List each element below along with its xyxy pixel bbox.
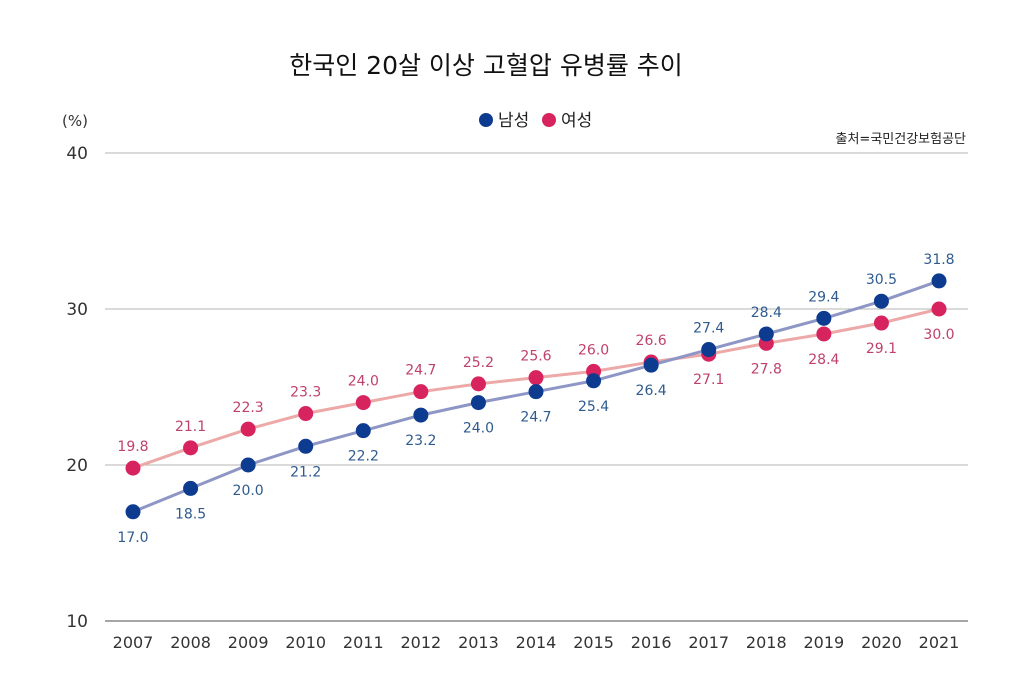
data-point-male [413, 407, 429, 423]
data-point-female [240, 421, 256, 437]
data-label-female: 26.0 [578, 342, 609, 358]
x-tick-label: 2010 [285, 633, 326, 652]
data-label-male: 28.4 [751, 305, 782, 321]
data-point-female [125, 460, 141, 476]
data-point-male [125, 504, 141, 520]
data-label-female: 27.8 [751, 361, 782, 377]
data-label-male: 26.4 [636, 383, 667, 399]
chart-title: 한국인 20살 이상 고혈압 유병률 추이 [289, 51, 683, 80]
data-label-male: 22.2 [348, 449, 379, 465]
data-points [125, 273, 947, 520]
x-tick-label: 2014 [516, 633, 557, 652]
y-tick-label: 30 [66, 300, 88, 320]
data-label-male: 29.4 [808, 289, 839, 305]
y-tick-label: 40 [66, 144, 88, 164]
data-label-female: 30.0 [923, 327, 954, 343]
data-label-male: 23.2 [405, 433, 436, 449]
x-tick-label: 2011 [343, 633, 384, 652]
data-label-female: 25.6 [520, 349, 551, 365]
data-label-male: 30.5 [866, 272, 897, 288]
y-unit-label: (%) [62, 112, 88, 130]
data-point-male [470, 395, 486, 411]
data-point-male [758, 326, 774, 342]
data-point-male [873, 293, 889, 309]
data-point-male [931, 273, 947, 289]
data-label-female: 29.1 [866, 341, 897, 357]
source-note: 출처=국민건강보험공단 [836, 132, 967, 147]
data-point-female [470, 376, 486, 392]
data-label-female: 28.4 [808, 352, 839, 368]
x-tick-label: 2017 [688, 633, 729, 652]
data-label-female: 19.8 [117, 439, 148, 455]
data-label-female: 24.0 [348, 374, 379, 390]
data-label-female: 24.7 [405, 363, 436, 379]
data-point-male [240, 457, 256, 473]
data-label-female: 21.1 [175, 419, 206, 435]
x-tick-label: 2007 [113, 633, 154, 652]
data-point-male [586, 373, 602, 389]
data-point-male [183, 480, 199, 496]
data-label-male: 27.4 [693, 321, 724, 337]
data-point-female [528, 370, 544, 386]
x-axis-ticks: 2007 2008 2009 2010 2011 2012 2013 2014 2015 2016… [113, 633, 960, 652]
data-labels: 17.0 19.8 18.5 21.1 20.0 22.3 21.2 23.3 22.2 24.0… [117, 252, 954, 546]
data-point-male [528, 384, 544, 400]
x-tick-label: 2019 [803, 633, 844, 652]
data-label-female: 23.3 [290, 385, 321, 401]
data-point-female [413, 384, 429, 400]
legend: 남성 여성 [479, 111, 592, 131]
legend-swatch-male [479, 113, 493, 127]
legend-swatch-female [542, 113, 556, 127]
legend-label-male: 남성 [498, 111, 529, 131]
data-label-male: 18.5 [175, 506, 206, 522]
x-tick-label: 2008 [170, 633, 211, 652]
data-point-male [701, 342, 717, 358]
data-label-female: 25.2 [463, 355, 494, 371]
x-tick-label: 2016 [631, 633, 672, 652]
x-tick-label: 2018 [746, 633, 787, 652]
x-tick-label: 2013 [458, 633, 499, 652]
data-point-female [355, 395, 371, 411]
x-tick-label: 2015 [573, 633, 614, 652]
y-tick-label: 20 [66, 456, 88, 476]
data-point-female [298, 406, 314, 422]
data-label-female: 22.3 [233, 400, 264, 416]
data-label-male: 20.0 [233, 483, 264, 499]
data-label-male: 21.2 [290, 464, 321, 480]
data-point-female [183, 440, 199, 456]
data-label-male: 24.7 [520, 410, 551, 426]
data-label-male: 17.0 [117, 530, 148, 546]
data-point-female [931, 301, 947, 317]
x-tick-label: 2021 [919, 633, 960, 652]
data-label-male: 31.8 [923, 252, 954, 268]
data-point-female [816, 326, 832, 342]
data-point-male [355, 423, 371, 439]
x-tick-label: 2020 [861, 633, 902, 652]
x-tick-label: 2009 [228, 633, 269, 652]
y-tick-label: 10 [66, 612, 88, 632]
legend-label-female: 여성 [561, 111, 592, 131]
y-axis-ticks: 10 20 30 40 [66, 144, 88, 632]
data-label-male: 25.4 [578, 399, 609, 415]
data-label-female: 26.6 [636, 333, 667, 349]
data-point-male [298, 438, 314, 454]
data-point-male [643, 357, 659, 373]
data-label-male: 24.0 [463, 421, 494, 437]
x-tick-label: 2012 [400, 633, 441, 652]
data-label-female: 27.1 [693, 372, 724, 388]
data-point-female [873, 315, 889, 331]
data-point-male [816, 310, 832, 326]
